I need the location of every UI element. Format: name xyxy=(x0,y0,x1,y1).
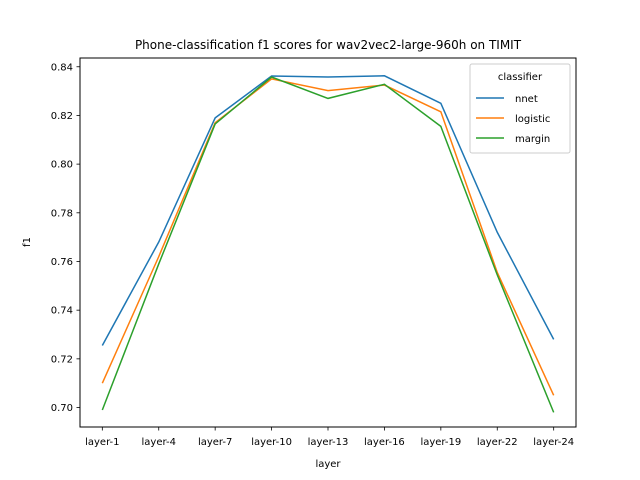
y-tick-label: 0.70 xyxy=(51,403,73,414)
x-tick-label: layer-24 xyxy=(533,437,574,448)
y-tick-label: 0.72 xyxy=(51,354,73,365)
x-tick-label: layer-22 xyxy=(477,437,518,448)
x-axis-label: layer xyxy=(315,459,341,470)
y-tick-label: 0.76 xyxy=(51,257,73,268)
legend-box xyxy=(469,63,571,154)
legend-label-logistic: logistic xyxy=(515,114,550,125)
legend-label-nnet: nnet xyxy=(515,94,538,105)
x-tick-label: layer-16 xyxy=(364,437,405,448)
legend: classifier nnet logistic margin xyxy=(469,63,571,154)
series-line-margin xyxy=(101,76,555,413)
y-tick-label: 0.74 xyxy=(51,306,73,317)
legend-title: classifier xyxy=(498,72,543,83)
series-line-nnet xyxy=(101,75,555,346)
x-tick-label: layer-1 xyxy=(85,437,119,448)
x-tick-label: layer-7 xyxy=(198,437,232,448)
x-tick-label: layer-10 xyxy=(251,437,292,448)
x-axis: layer-1 layer-4 layer-7 layer-10 layer-13 lay… xyxy=(85,427,574,448)
y-tick-label: 0.82 xyxy=(51,111,73,122)
y-tick-label: 0.78 xyxy=(51,208,73,219)
y-axis-label: f1 xyxy=(22,237,33,247)
series-line-logistic xyxy=(101,78,555,396)
series-lines xyxy=(101,75,555,413)
y-tick-label: 0.84 xyxy=(51,62,73,73)
chart-title: Phone-classification f1 scores for wav2v… xyxy=(135,38,522,52)
x-tick-label: layer-4 xyxy=(142,437,176,448)
legend-label-margin: margin xyxy=(515,134,550,145)
y-tick-label: 0.80 xyxy=(51,160,73,171)
x-tick-label: layer-19 xyxy=(420,437,461,448)
y-axis: 0.70 0.72 0.74 0.76 0.78 0.80 0.82 0.84 xyxy=(51,62,80,414)
x-tick-label: layer-13 xyxy=(308,437,349,448)
